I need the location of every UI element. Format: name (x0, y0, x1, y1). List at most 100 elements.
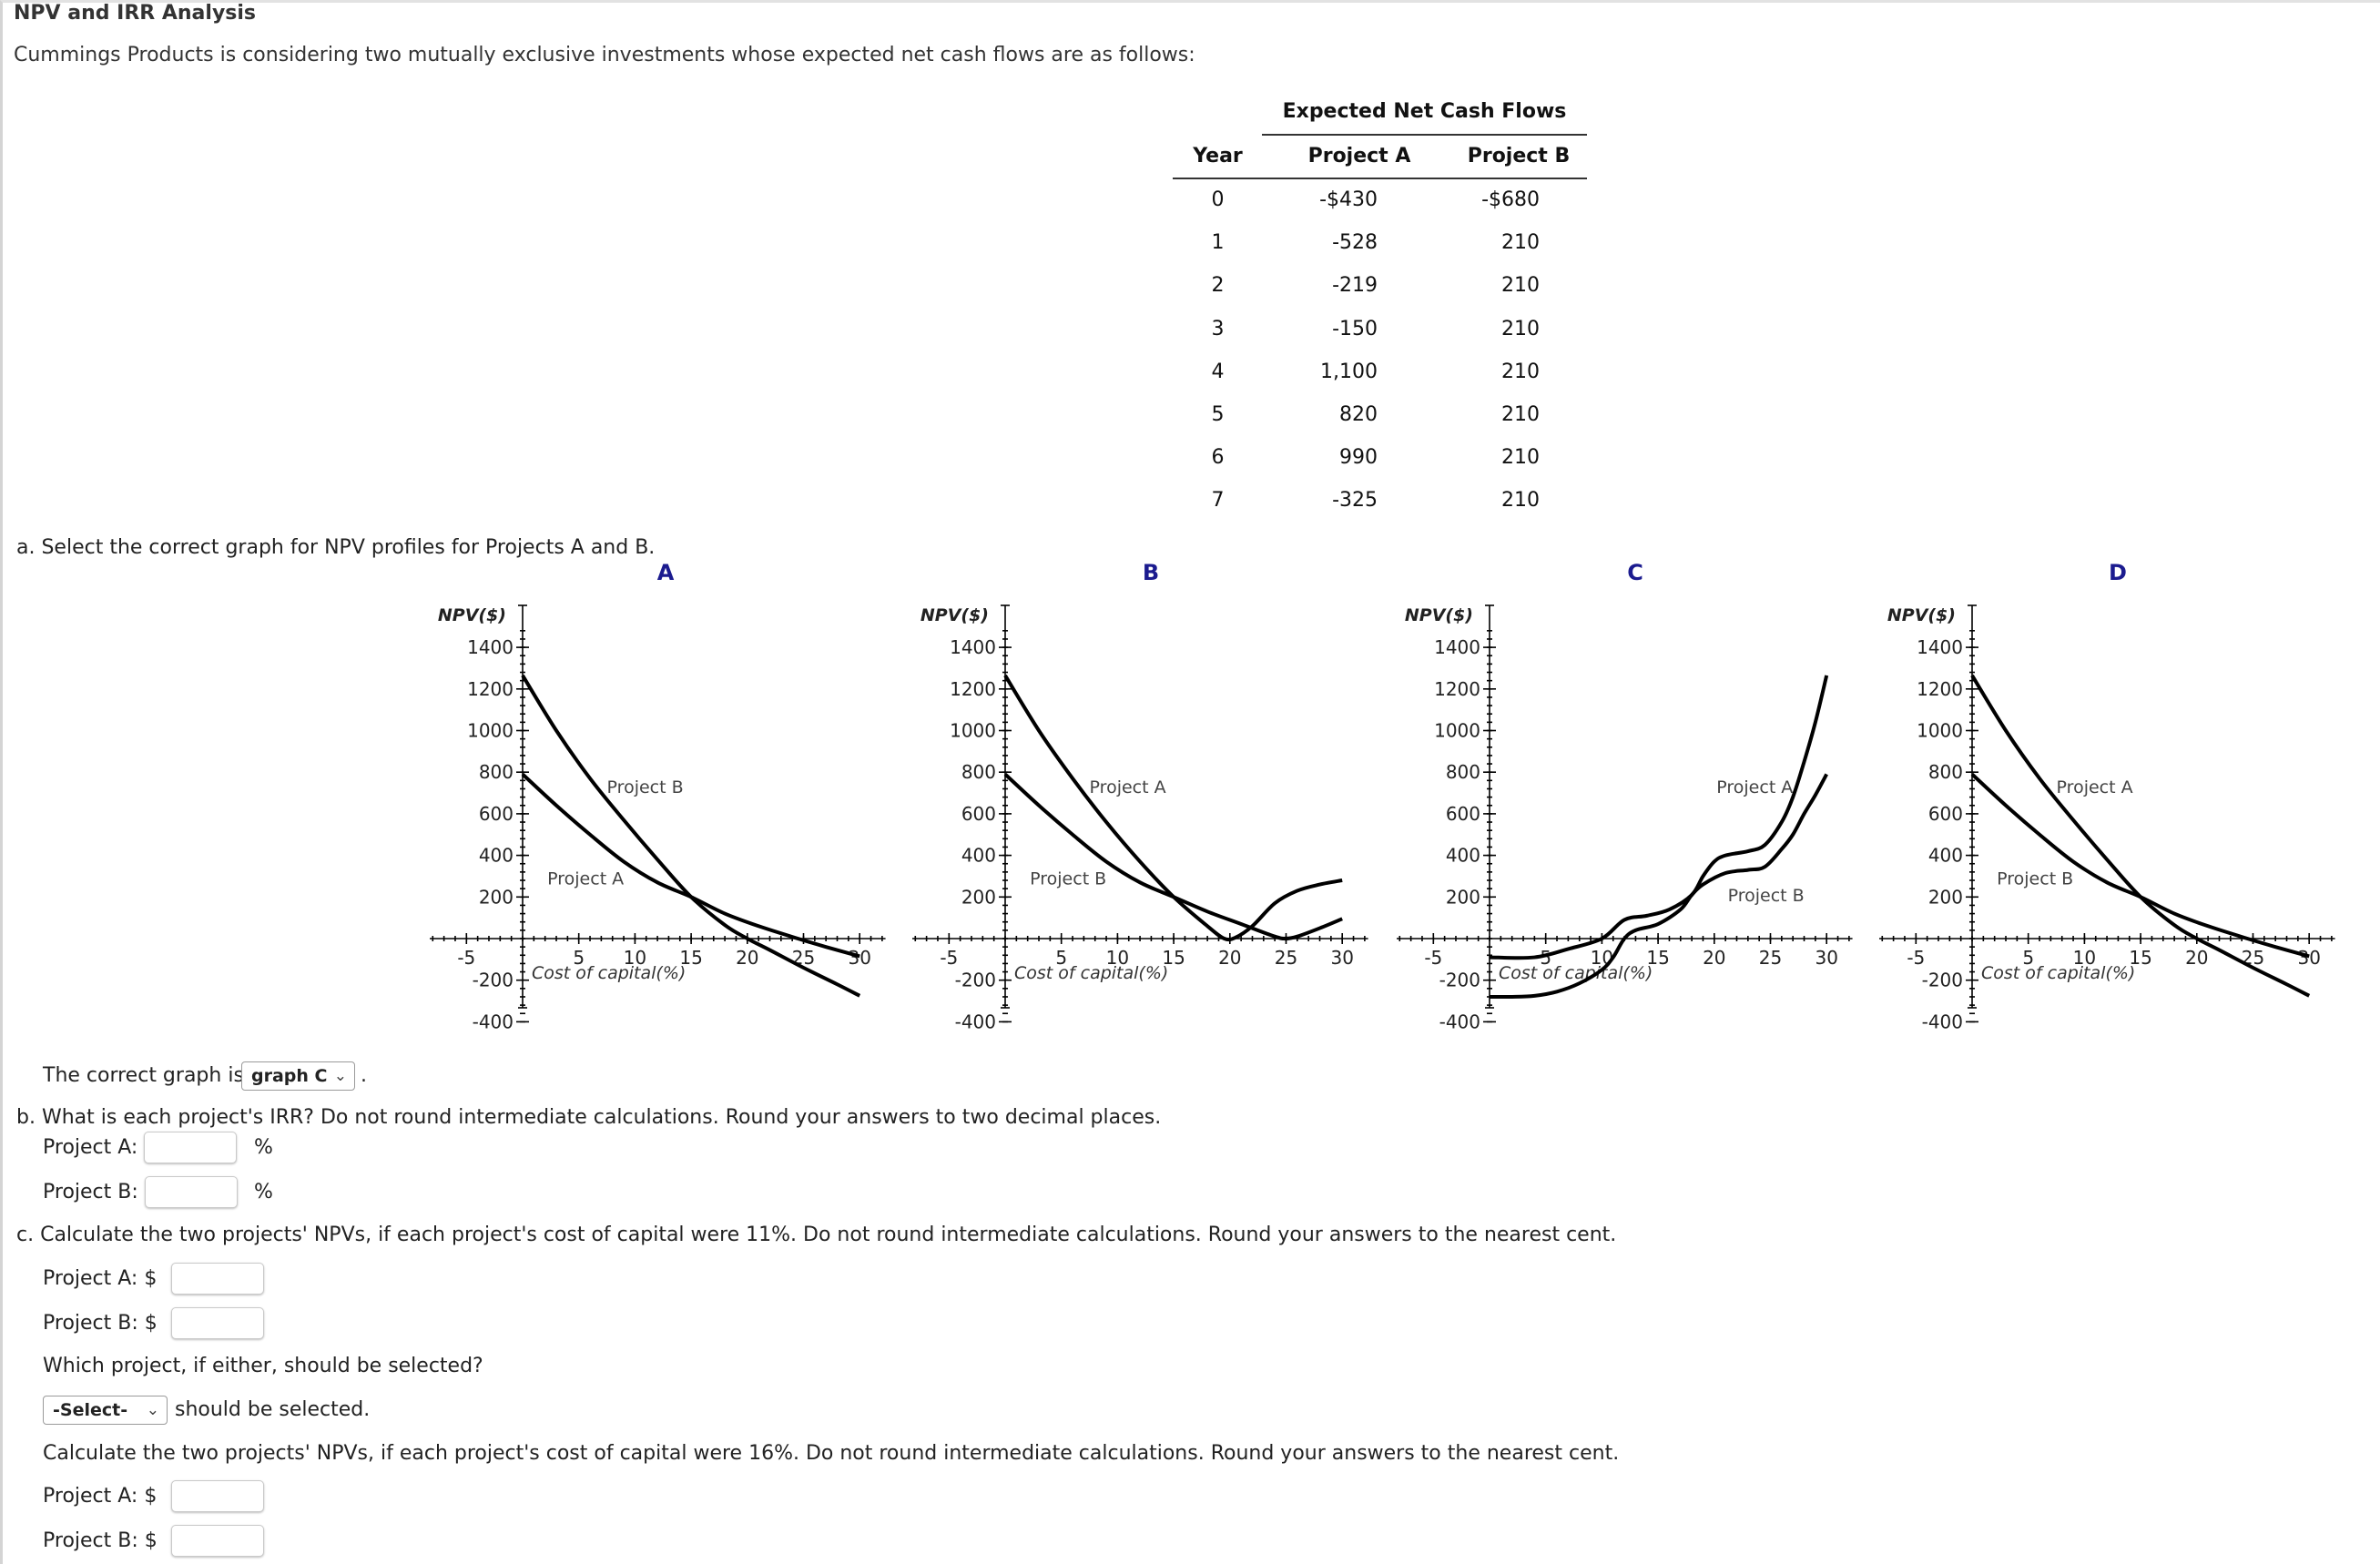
cell-year: 2 (1211, 274, 1225, 298)
svg-text:-5: -5 (457, 947, 475, 969)
svg-text:-400: -400 (1439, 1011, 1480, 1032)
npv-curve-project-a (521, 773, 860, 959)
svg-text:800: 800 (1446, 761, 1480, 783)
irr-project-b-unit: % (254, 1181, 273, 1203)
svg-text:25: 25 (1275, 947, 1297, 969)
cell-project-a: -$430 (1319, 188, 1378, 211)
irr-project-a-input[interactable] (144, 1132, 237, 1163)
svg-text:Project B: Project B (1997, 869, 2073, 889)
which-project-value: -Select- (53, 1400, 128, 1420)
svg-text:Project A: Project A (2057, 777, 2133, 797)
intro-text: Cummings Products is considering two mut… (14, 44, 1195, 66)
svg-text:400: 400 (961, 845, 996, 867)
cell-year: 4 (1211, 360, 1225, 383)
part-a-prompt: a. Select the correct graph for NPV prof… (16, 536, 656, 559)
svg-text:NPV($): NPV($) (920, 605, 989, 625)
svg-text:Project A: Project A (1716, 777, 1793, 797)
npv11-project-a-label: Project A: $ (43, 1267, 158, 1290)
svg-text:1200: 1200 (467, 678, 514, 700)
npv-curve-project-b (521, 674, 861, 998)
cell-project-a: -528 (1332, 231, 1378, 255)
svg-text:-400: -400 (955, 1011, 996, 1032)
npv11-project-b-input[interactable] (171, 1307, 264, 1339)
correct-graph-suffix: . (361, 1064, 367, 1087)
cell-project-a: 820 (1339, 403, 1378, 426)
svg-text:15: 15 (679, 947, 702, 969)
cell-project-b: 210 (1501, 317, 1540, 340)
column-header-project-a: Project A (1307, 145, 1411, 168)
svg-text:400: 400 (1928, 845, 1963, 867)
npv-curve-project-a (1003, 674, 1343, 942)
svg-text:1000: 1000 (467, 720, 514, 742)
svg-text:1200: 1200 (950, 678, 996, 700)
svg-text:Project B: Project B (607, 777, 684, 797)
svg-text:10: 10 (1106, 947, 1129, 969)
part-b-prompt: b. What is each project's IRR? Do not ro… (16, 1106, 1162, 1129)
svg-text:10: 10 (1591, 947, 1613, 969)
svg-text:NPV($): NPV($) (438, 605, 506, 625)
cell-project-b: 210 (1501, 360, 1540, 383)
svg-text:Project B: Project B (1030, 869, 1106, 889)
svg-text:5: 5 (1055, 947, 1067, 969)
npv-curve-project-b (1489, 773, 1828, 1000)
svg-text:200: 200 (1928, 886, 1963, 908)
svg-text:1400: 1400 (950, 636, 996, 658)
svg-text:Project A: Project A (547, 869, 624, 889)
which-project-suffix: should be selected. (175, 1398, 371, 1421)
svg-text:5: 5 (2022, 947, 2034, 969)
graph-c-plot: 1400 1200 1000 800 600 400 200 -200 -400 -5 5 10 15 2… (1397, 604, 1853, 1032)
npv-curve-project-a (1489, 675, 1829, 960)
chevron-down-icon: ⌄ (146, 1401, 159, 1419)
svg-text:-200: -200 (473, 970, 514, 991)
caption-divider (1262, 134, 1587, 136)
graph-a[interactable]: A 1400 1200 1000 800 600 400 200 -200 -400 -5 5 10 1… (428, 555, 911, 1032)
graph-d-label: D (2109, 560, 2127, 585)
which-project-select[interactable]: -Select- ⌄ (43, 1396, 168, 1425)
graph-d[interactable]: D 1400 1200 1000 800 600 400 200 -200 -400 -5 5 10 1… (1877, 555, 2361, 1032)
graph-c[interactable]: C 1400 1200 1000 800 600 400 200 -200 -400 -5 5 10 1… (1395, 555, 1878, 1032)
correct-graph-value: graph C (251, 1066, 328, 1086)
svg-text:1400: 1400 (1434, 636, 1480, 658)
svg-text:20: 20 (2185, 947, 2208, 969)
svg-text:30: 30 (848, 947, 870, 969)
svg-text:200: 200 (961, 886, 996, 908)
cell-project-b: -$680 (1481, 188, 1540, 211)
svg-text:-400: -400 (473, 1011, 514, 1032)
irr-project-b-input[interactable] (145, 1176, 238, 1208)
svg-text:600: 600 (479, 803, 514, 825)
correct-graph-select[interactable]: graph C ⌄ (241, 1061, 355, 1091)
header-divider (1173, 178, 1587, 179)
svg-text:20: 20 (1218, 947, 1241, 969)
correct-graph-prefix: The correct graph is (43, 1064, 244, 1087)
svg-text:10: 10 (624, 947, 646, 969)
npv16-project-b-input[interactable] (171, 1525, 264, 1557)
svg-text:15: 15 (1162, 947, 1185, 969)
svg-text:-5: -5 (940, 947, 958, 969)
svg-text:400: 400 (1446, 845, 1480, 867)
npv-curve-project-b (1970, 773, 2310, 959)
graph-b[interactable]: B 1400 1200 1000 800 600 400 200 -200 -400 -5 5 10 1… (910, 555, 1394, 1032)
svg-text:200: 200 (479, 886, 514, 908)
cell-project-a: 1,100 (1320, 360, 1378, 383)
svg-text:1000: 1000 (1917, 720, 1963, 742)
svg-text:NPV($): NPV($) (1405, 605, 1473, 625)
svg-text:-200: -200 (1922, 970, 1963, 991)
cell-project-b: 210 (1501, 274, 1540, 298)
cell-project-b: 210 (1501, 231, 1540, 255)
npv11-project-a-input[interactable] (171, 1263, 264, 1295)
graph-a-plot: 1400 1200 1000 800 600 400 200 -200 -400 -5 5 10 15 2… (430, 604, 886, 1032)
svg-text:1200: 1200 (1917, 678, 1963, 700)
cell-year: 0 (1211, 188, 1225, 211)
svg-text:Cost of capital(%): Cost of capital(%) (1981, 963, 2135, 983)
cell-project-a: -219 (1332, 274, 1378, 298)
cell-year: 7 (1211, 489, 1225, 513)
svg-text:30: 30 (1815, 947, 1837, 969)
column-header-year: Year (1193, 145, 1243, 168)
cell-project-b: 210 (1501, 403, 1540, 426)
graph-b-plot: 1400 1200 1000 800 600 400 200 -200 -400 -5 5 10 15 2… (912, 604, 1368, 1032)
svg-text:800: 800 (961, 761, 996, 783)
npv16-project-a-input[interactable] (171, 1480, 264, 1512)
svg-text:NPV($): NPV($) (1887, 605, 1956, 625)
svg-text:Cost of capital(%): Cost of capital(%) (1499, 963, 1653, 983)
column-header-project-b: Project B (1467, 145, 1571, 168)
